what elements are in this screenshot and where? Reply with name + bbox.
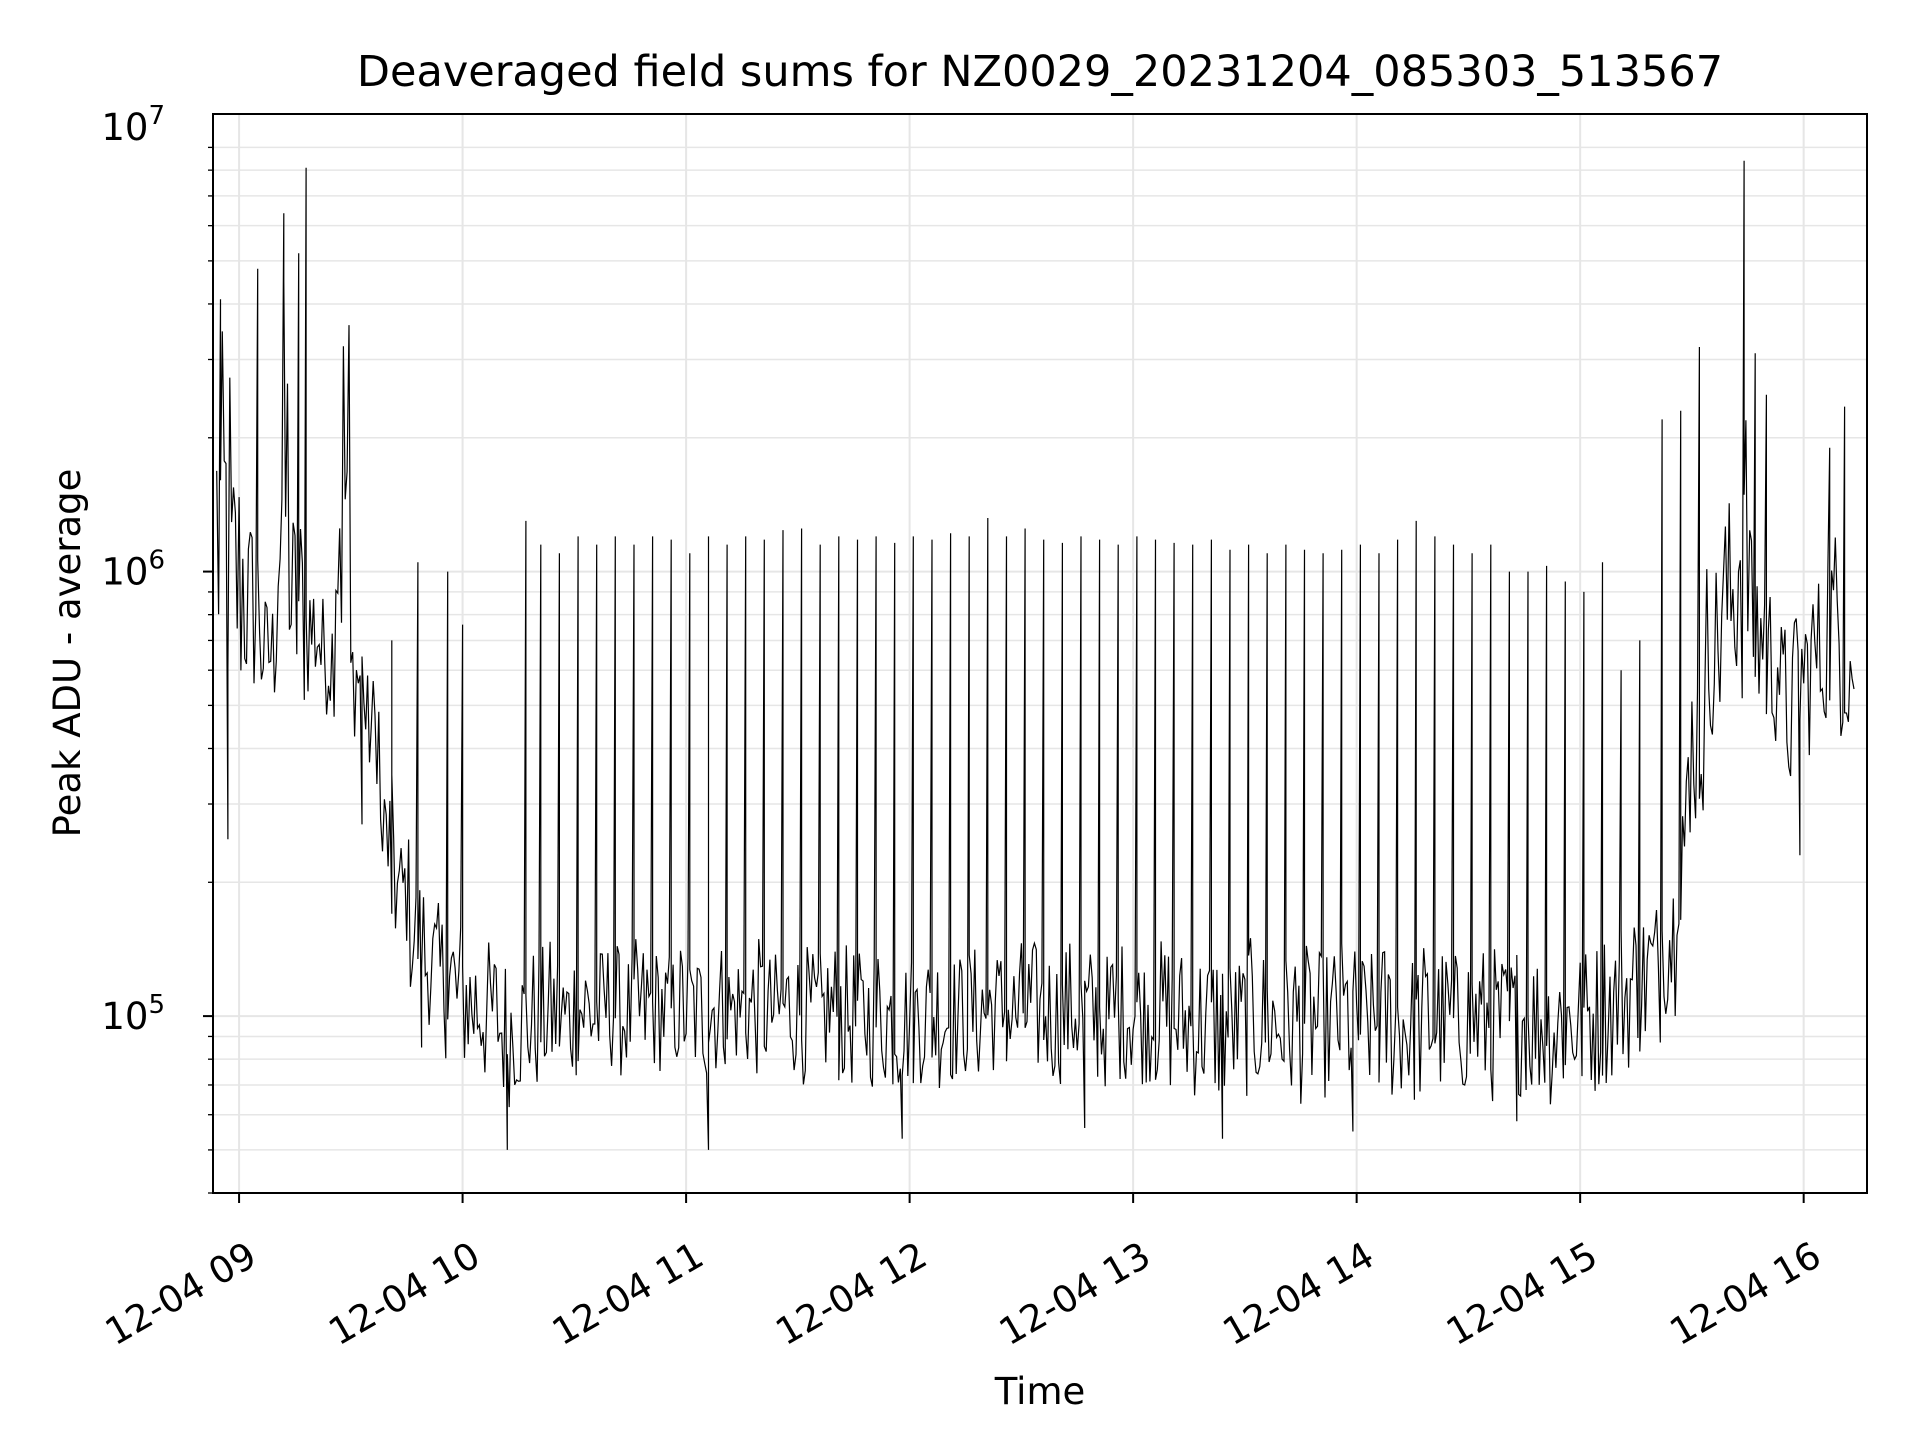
y-tick-label: 107 xyxy=(101,101,165,149)
y-tick-label: 105 xyxy=(101,990,165,1038)
series-line xyxy=(216,160,1855,1150)
chart-title: Deaveraged field sums for NZ0029_2023120… xyxy=(357,47,1723,97)
y-tick-label: 106 xyxy=(101,546,165,594)
grid xyxy=(213,114,1867,1194)
x-axis-label: Time xyxy=(994,1370,1086,1413)
y-axis: 105 106 107 xyxy=(101,101,213,1194)
data-layer xyxy=(216,160,1855,1150)
y-axis-label: Peak ADU - average xyxy=(46,469,89,838)
plot-area-frame xyxy=(212,113,1868,1194)
